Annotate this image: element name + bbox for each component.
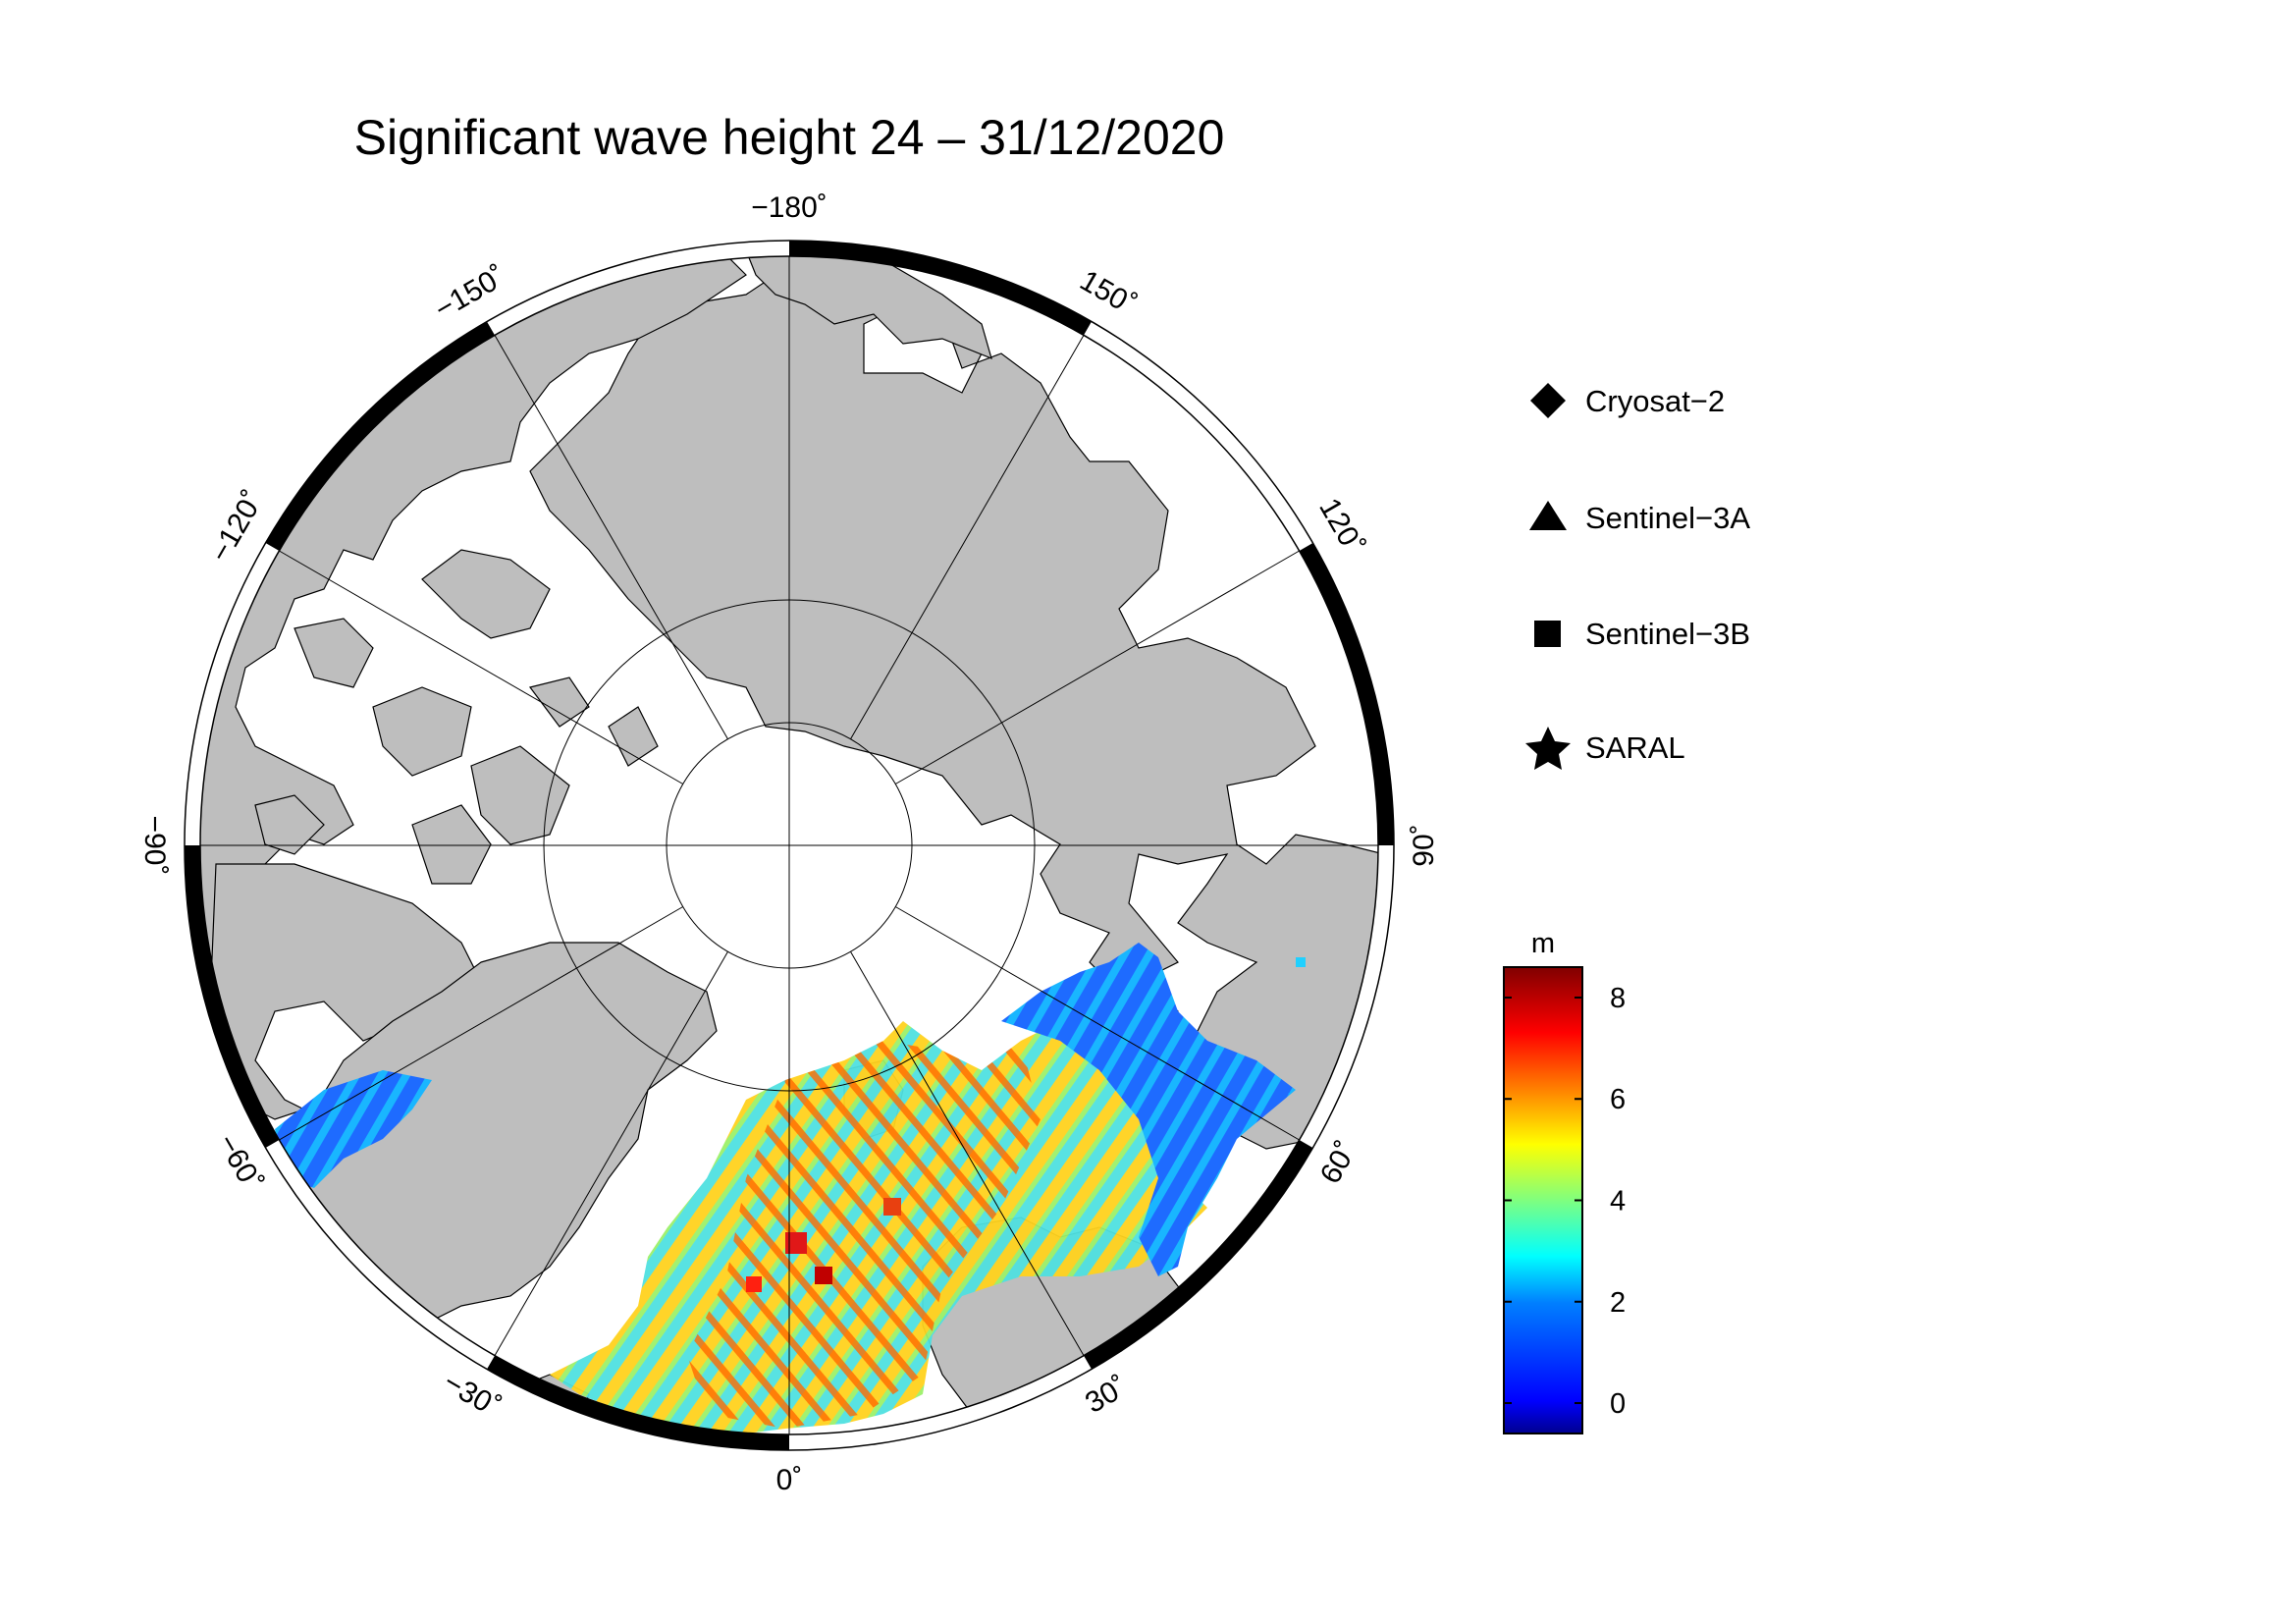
swath-barents-blue [1001,943,1296,1276]
colorbar-tick-label: 8 [1610,983,1626,1014]
triangle-icon [1529,501,1567,530]
swath-red-tracks [687,1041,1041,1429]
frame-segment [185,844,280,1148]
swath-labrador [275,1070,432,1188]
legend-label: Sentinel−3B [1585,617,1750,651]
legend-item-sentinel3a: Sentinel−3A [1529,501,1750,535]
legend-item-sentinel3b: Sentinel−3B [1534,617,1750,651]
longitude-label: 90˚ [1408,824,1440,866]
swath-spot-a [785,1232,807,1254]
legend-label: SARAL [1585,730,1685,765]
meridian-line [850,335,1085,739]
meridian-line [279,550,683,784]
swath-spot-e [1296,957,1306,967]
frame-segment [1299,543,1394,846]
longitude-label: −120˚ [204,485,270,568]
frame-segment [788,241,1092,336]
land-archipelago [254,549,659,885]
square-icon [1534,621,1561,647]
longitude-label: 0˚ [776,1464,803,1496]
longitude-label: −150˚ [429,260,511,326]
colorbar-ticks: 0 2 4 6 8 [1504,983,1626,1420]
swath-spot-c [883,1198,901,1216]
longitude-label: 60˚ [1314,1136,1363,1189]
diamond-icon [1530,383,1566,418]
colorbar-tick-label: 6 [1610,1084,1626,1115]
legend-label: Sentinel−3A [1585,501,1750,535]
meridian-line [494,951,728,1356]
parallel-circle [543,599,1036,1092]
frame-segment [265,321,496,552]
frame-segments [185,241,1394,1450]
wave-swaths [275,943,1306,1434]
colorbar-gradient [1503,966,1583,1434]
swath-spot-b [815,1267,832,1284]
colorbar-tick-label: 4 [1610,1186,1626,1217]
legend-item-cryosat: Cryosat−2 [1530,383,1725,418]
meridian-line [494,335,728,739]
longitude-label: 30˚ [1080,1371,1133,1420]
longitude-label: −90˚ [138,816,171,876]
graticule [200,256,1378,1434]
colorbar: m 0 2 4 6 8 [1503,928,1626,1434]
colorbar-unit: m [1531,928,1555,959]
legend-label: Cryosat−2 [1585,384,1725,418]
star-icon [1525,727,1571,770]
longitude-label: 150˚ [1075,264,1143,322]
map-frame [184,240,1395,1451]
longitude-label: −180˚ [751,191,828,224]
polar-map: −180˚−150˚−120˚−90˚−60˚−30˚0˚30˚60˚90˚12… [138,191,1440,1496]
legend: Cryosat−2 Sentinel−3A Sentinel−3B SARAL [1525,383,1750,770]
frame-segment [487,1355,790,1450]
parallel-circle [666,722,913,969]
colorbar-tick-label: 0 [1610,1388,1626,1420]
meridian-line [895,906,1300,1141]
map-title: Significant wave height 24 – 31/12/2020 [354,110,1225,165]
colorbar-tick-label: 2 [1610,1287,1626,1319]
meridian-line [895,550,1300,784]
swath-spot-d [746,1276,762,1292]
meridian-line [279,906,683,1141]
legend-item-saral: SARAL [1525,727,1685,770]
longitude-label: 120˚ [1312,493,1370,561]
frame-segment [1083,1139,1313,1370]
meridian-line [850,951,1085,1356]
